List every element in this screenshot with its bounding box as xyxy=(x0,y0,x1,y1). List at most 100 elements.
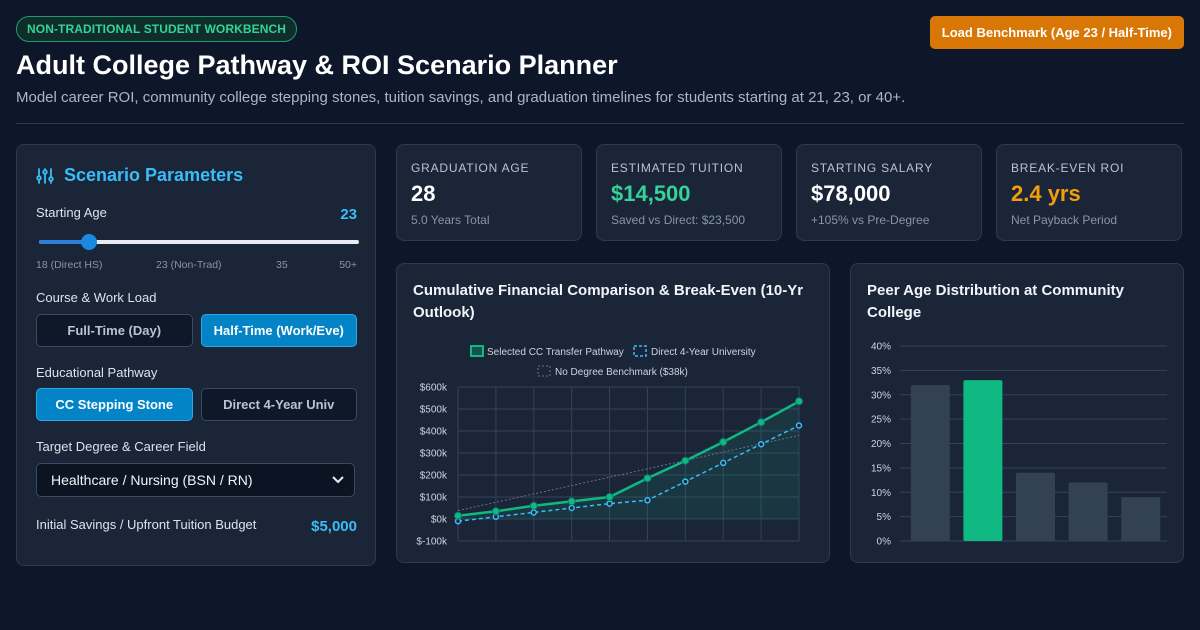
cc-pathway-point xyxy=(454,511,462,520)
legend-swatch-nodegree xyxy=(537,365,551,377)
y-tick-label: 25% xyxy=(871,415,891,426)
financial-comparison-chart-card: Cumulative Financial Comparison & Break-… xyxy=(396,263,830,563)
y-tick-label: 15% xyxy=(871,463,891,474)
chart-bars xyxy=(910,380,1161,541)
legend-label-direct: Direct 4-Year University xyxy=(651,347,756,358)
slider-tick: 23 (Non-Trad) xyxy=(156,259,222,271)
starting-age-slider[interactable] xyxy=(39,234,359,250)
savings-label: Initial Savings / Upfront Tuition Budget xyxy=(36,517,257,532)
y-tick-label: 10% xyxy=(871,488,891,499)
card-label: ESTIMATED TUITION xyxy=(611,161,744,175)
direct-4-year-point xyxy=(682,478,689,485)
cc-pathway-point xyxy=(681,456,690,465)
starting-salary-card: STARTING SALARY $78,000 +105% vs Pre-Deg… xyxy=(796,144,982,241)
degree-select[interactable]: Healthcare / Nursing (BSN / RN) xyxy=(36,463,355,497)
full-time-button[interactable]: Full-Time (Day) xyxy=(36,314,193,347)
legend-label-cc: Selected CC Transfer Pathway xyxy=(487,347,624,358)
card-label: BREAK-EVEN ROI xyxy=(1011,161,1125,175)
chart-title: Peer Age Distribution at Community Colle… xyxy=(867,282,1124,321)
direct-4-year-button[interactable]: Direct 4-Year Univ xyxy=(200,388,357,421)
age-bar xyxy=(963,380,1003,541)
direct-4-year-point xyxy=(719,459,727,467)
direct-4-year-point xyxy=(644,497,651,504)
legend-swatch-direct xyxy=(633,345,647,357)
cc-pathway-point xyxy=(643,474,652,483)
cc-stepping-stone-button[interactable]: CC Stepping Stone xyxy=(36,388,193,421)
header-divider xyxy=(16,123,1184,124)
slider-thumb[interactable] xyxy=(80,234,97,250)
cc-pathway-point xyxy=(795,397,803,406)
legend-swatch-cc xyxy=(470,345,484,357)
page-title: Adult College Pathway & ROI Scenario Pla… xyxy=(16,50,618,80)
y-tick-label: 40% xyxy=(871,342,891,353)
workload-label: Course & Work Load xyxy=(36,290,157,305)
slider-tick: 35 xyxy=(276,259,288,271)
page-header: NON-TRADITIONAL STUDENT WORKBENCH Adult … xyxy=(16,16,1184,106)
sliders-icon xyxy=(36,167,54,184)
age-bar xyxy=(1016,472,1055,541)
cc-pathway-point xyxy=(529,501,538,510)
y-tick-label: 5% xyxy=(877,512,892,523)
direct-4-year-point xyxy=(757,440,765,448)
y-tick-label: 30% xyxy=(871,390,891,401)
y-axis-ticks: 40% 35% 30% 25% 20% 15% 10% 5% 0% xyxy=(871,342,891,548)
starting-age-label: Starting Age xyxy=(36,205,107,220)
card-value: $78,000 xyxy=(811,181,891,206)
starting-age-value: 23 xyxy=(340,206,357,223)
graduation-age-card: GRADUATION AGE 28 5.0 Years Total xyxy=(396,144,582,241)
panel-title: Scenario Parameters xyxy=(36,165,243,186)
card-subtext: Net Payback Period xyxy=(1011,213,1118,227)
y-tick-label: 35% xyxy=(871,366,891,377)
cc-pathway-point xyxy=(719,438,728,446)
chart-title: Cumulative Financial Comparison & Break-… xyxy=(413,282,804,321)
slider-tick: 50+ xyxy=(339,259,357,271)
card-subtext: 5.0 Years Total xyxy=(411,213,490,227)
peer-age-chart: 40% 35% 30% 25% 20% 15% 10% 5% 0% xyxy=(871,342,1167,548)
workbench-badge: NON-TRADITIONAL STUDENT WORKBENCH xyxy=(16,16,298,42)
cc-pathway-point xyxy=(567,497,576,506)
y-tick-label: $300k xyxy=(420,449,448,460)
cc-pathway-area xyxy=(458,401,799,519)
legend-label-nodegree: No Degree Benchmark ($38k) xyxy=(555,367,688,378)
direct-4-year-point xyxy=(795,422,803,429)
estimated-tuition-card: ESTIMATED TUITION $14,500 Saved vs Direc… xyxy=(596,144,782,241)
y-tick-label: 20% xyxy=(871,439,891,450)
chevron-down-icon xyxy=(332,476,344,484)
panel-title-text: Scenario Parameters xyxy=(64,165,244,185)
half-time-button[interactable]: Half-Time (Work/Eve) xyxy=(200,314,357,347)
workload-toggle: Full-Time (Day) Half-Time (Work/Eve) xyxy=(36,314,357,347)
card-value: 28 xyxy=(411,181,436,206)
break-even-roi-card: BREAK-EVEN ROI 2.4 yrs Net Payback Perio… xyxy=(996,144,1182,241)
direct-4-year-point xyxy=(530,509,538,516)
y-tick-label: $100k xyxy=(420,493,448,504)
cc-pathway-point xyxy=(491,507,500,516)
card-label: STARTING SALARY xyxy=(811,161,934,175)
cc-pathway-point xyxy=(757,418,766,427)
direct-4-year-point xyxy=(606,500,613,507)
financial-comparison-chart: Selected CC Transfer Pathway Direct 4-Ye… xyxy=(416,345,803,548)
page-subtitle: Model career ROI, community college step… xyxy=(16,89,906,106)
direct-4-year-point xyxy=(568,504,575,512)
degree-select-value: Healthcare / Nursing (BSN / RN) xyxy=(51,472,253,488)
y-tick-label: $-100k xyxy=(416,537,448,548)
cc-pathway-point xyxy=(605,493,614,501)
slider-tick: 18 (Direct HS) xyxy=(36,259,103,271)
pathway-label: Educational Pathway xyxy=(36,365,158,380)
y-tick-label: $0k xyxy=(431,515,448,526)
load-benchmark-button[interactable]: Load Benchmark (Age 23 / Half-Time) xyxy=(929,16,1184,49)
y-tick-label: $500k xyxy=(420,405,448,416)
card-value: 2.4 yrs xyxy=(1011,181,1081,206)
cc-pathway-line xyxy=(457,400,800,517)
chart-series xyxy=(454,397,803,525)
card-value: $14,500 xyxy=(611,181,691,206)
card-label: GRADUATION AGE xyxy=(411,161,530,175)
scenario-parameters-panel: Scenario Parameters Starting Age 23 18 (… xyxy=(16,144,376,566)
age-bar xyxy=(1068,482,1108,541)
y-axis-ticks: $600k $500k $400k $300k $200k $100k $0k … xyxy=(416,383,448,548)
pathway-toggle: CC Stepping Stone Direct 4-Year Univ xyxy=(36,388,357,421)
degree-label: Target Degree & Career Field xyxy=(36,439,206,454)
card-subtext: Saved vs Direct: $23,500 xyxy=(611,213,746,227)
age-bar xyxy=(910,385,950,541)
direct-4-year-line xyxy=(457,424,800,522)
card-subtext: +105% vs Pre-Degree xyxy=(811,213,930,227)
